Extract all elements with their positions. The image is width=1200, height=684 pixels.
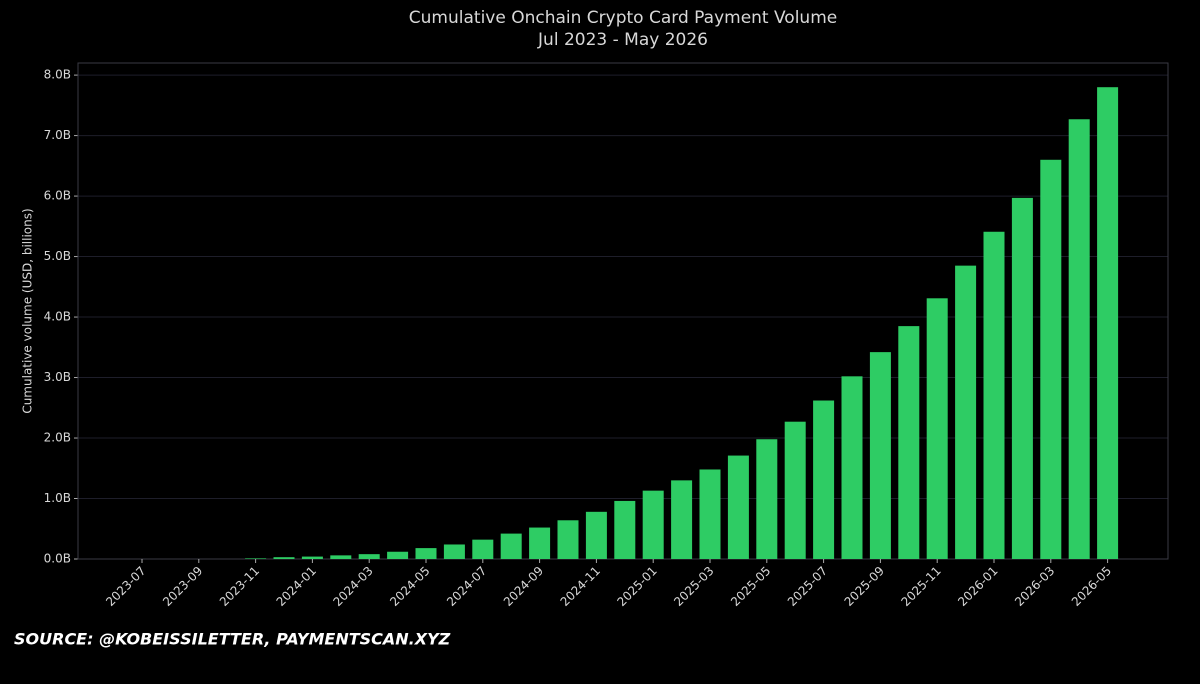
x-tick-label: 2024-07 — [444, 564, 489, 609]
bar — [529, 527, 551, 559]
bar — [671, 480, 693, 559]
bar — [245, 558, 267, 559]
bar — [727, 455, 749, 559]
y-tick-label: 6.0B — [44, 189, 71, 203]
y-tick-label: 5.0B — [44, 249, 71, 263]
y-axis-label: Cumulative volume (USD, billions) — [21, 208, 35, 413]
bar — [813, 400, 835, 559]
bar — [955, 265, 977, 559]
x-tick-label: 2025-01 — [614, 564, 659, 609]
bar — [472, 539, 494, 559]
bar — [301, 556, 323, 559]
bar — [500, 533, 522, 559]
x-tick-label: 2023-11 — [217, 564, 262, 609]
x-tick-label: 2026-03 — [1012, 564, 1057, 609]
source-note: SOURCE: @KOBEISSILETTER, PAYMENTSCAN.XYZ — [14, 630, 451, 649]
x-tick-label: 2025-05 — [728, 564, 773, 609]
bar — [330, 555, 352, 559]
bar — [443, 544, 465, 559]
bar — [869, 352, 891, 559]
bar — [898, 326, 920, 559]
y-tick-label: 4.0B — [44, 310, 71, 324]
bar — [642, 490, 664, 559]
y-tick-label: 8.0B — [44, 68, 71, 82]
x-tick-label: 2026-01 — [955, 564, 1000, 609]
bar — [358, 554, 380, 559]
bar — [784, 421, 806, 559]
y-tick-label: 3.0B — [44, 370, 71, 384]
y-tick-label: 0.0B — [44, 552, 71, 566]
x-tick-label: 2024-09 — [501, 564, 546, 609]
x-tick-label: 2024-11 — [558, 564, 603, 609]
bar — [1040, 159, 1062, 559]
bar — [585, 511, 607, 559]
bar — [1011, 197, 1033, 559]
bar — [699, 469, 721, 559]
x-tick-label: 2025-03 — [671, 564, 716, 609]
x-tick-label: 2024-03 — [330, 564, 375, 609]
bar — [614, 500, 636, 559]
bar — [415, 548, 437, 559]
bar — [273, 557, 295, 559]
x-tick-label: 2026-05 — [1069, 564, 1114, 609]
x-tick-label: 2024-01 — [274, 564, 319, 609]
bar — [983, 231, 1005, 559]
bar — [387, 551, 409, 559]
x-tick-label: 2025-09 — [842, 564, 887, 609]
x-tick-label: 2023-07 — [103, 564, 148, 609]
bar — [926, 298, 948, 559]
bar — [756, 439, 778, 559]
chart-subtitle: Jul 2023 - May 2026 — [537, 30, 708, 50]
bar — [557, 520, 579, 559]
x-tick-label: 2025-11 — [898, 564, 943, 609]
chart-title: Cumulative Onchain Crypto Card Payment V… — [409, 8, 837, 28]
bar — [1097, 87, 1119, 559]
y-tick-label: 1.0B — [44, 491, 71, 505]
y-tick-label: 2.0B — [44, 431, 71, 445]
x-tick-label: 2023-09 — [160, 564, 205, 609]
x-tick-label: 2024-05 — [387, 564, 432, 609]
plot-area: 0.0B 1.0B 2.0B 3.0B 4.0B 5.0B 6.0B 7.0B 8.0B 2023… — [44, 62, 1169, 609]
bar — [841, 376, 863, 559]
y-tick-label: 7.0B — [44, 128, 71, 142]
x-tick-label: 2025-07 — [785, 564, 830, 609]
bar — [1068, 119, 1090, 559]
